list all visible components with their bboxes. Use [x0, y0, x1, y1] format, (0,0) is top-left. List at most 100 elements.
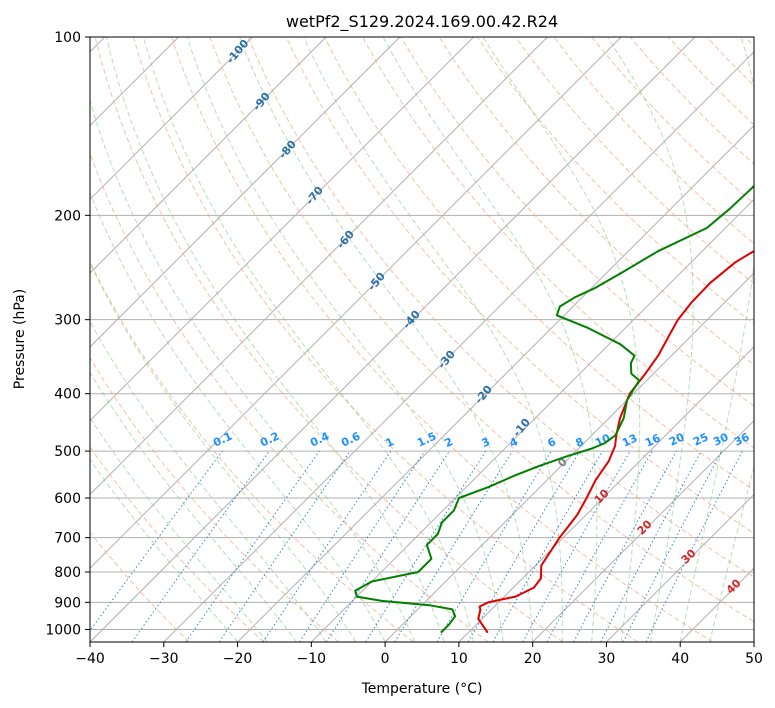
y-tick-label: 700 — [54, 531, 81, 547]
moist-adiabat — [90, 371, 297, 642]
mixing-ratio-line — [467, 450, 581, 642]
plot-frame — [89, 36, 755, 643]
mixing-ratio-label: 36 — [732, 430, 752, 448]
isotherm-gridline — [90, 37, 696, 642]
y-tick-label: 100 — [54, 30, 81, 46]
moist-adiabat — [186, 37, 504, 642]
dry-adiabat — [90, 356, 339, 642]
mixing-ratio-line — [90, 450, 223, 632]
moist-adiabat — [303, 37, 563, 642]
dry-adiabat — [323, 37, 754, 491]
y-axis-label: Pressure (hPa) — [12, 289, 28, 389]
dry-adiabat — [90, 531, 190, 642]
isotherm-gridline — [606, 493, 754, 642]
mixing-ratio-label: 0.2 — [258, 430, 281, 450]
isotherm-gridline — [90, 37, 475, 422]
x-tick-label: −30 — [149, 651, 179, 667]
dry-adiabat — [90, 260, 414, 642]
dry-adiabat — [438, 37, 754, 366]
dry-adiabat — [94, 37, 564, 642]
isotherm-gridline — [90, 37, 622, 569]
moist-adiabat — [90, 416, 268, 642]
dry-adiabat — [132, 37, 639, 642]
mixing-ratio-line — [262, 450, 392, 642]
moist-adiabat — [679, 37, 754, 642]
mixing-ratio-label: 20 — [667, 430, 687, 448]
isotherm-gridline — [679, 567, 754, 642]
x-axis-label: Temperature (°C) — [361, 681, 483, 697]
dewpoint-profile-line — [354, 184, 754, 633]
x-tick-label: 40 — [671, 651, 689, 667]
isotherm-gridline — [163, 51, 754, 642]
isotherm-gridline — [532, 419, 754, 642]
x-tick-label: 30 — [598, 651, 616, 667]
moist-adiabat — [90, 458, 238, 642]
dry-adiabat — [285, 37, 754, 535]
mixing-ratio-line — [546, 450, 653, 642]
mixing-ratio-label: 25 — [691, 430, 710, 448]
isotherm-gridline — [90, 37, 253, 201]
x-tick-label: −10 — [297, 651, 327, 667]
mixing-ratio-line — [522, 450, 631, 642]
dry-adiabat — [629, 37, 754, 165]
moist-adiabat — [607, 37, 694, 642]
mixing-ratio-line — [299, 450, 426, 642]
dry-adiabat — [706, 37, 754, 87]
x-tick-label: 0 — [381, 651, 390, 667]
isotherm-gridline — [458, 346, 754, 642]
y-tick-label: 600 — [54, 491, 81, 507]
moist-adiabat — [105, 37, 445, 642]
moist-adiabat-label: 40 — [724, 576, 744, 596]
dry-adiabat — [90, 446, 265, 642]
mixing-ratio-line — [185, 450, 320, 642]
moist-adiabat — [142, 37, 475, 642]
isotherm-gridline — [753, 641, 754, 642]
y-tick-label: 300 — [54, 313, 81, 329]
moist-adiabat — [482, 37, 641, 642]
isotherm-gridline — [90, 37, 401, 348]
moist-adiabat-label: 30 — [679, 546, 699, 566]
moist-adiabat — [239, 37, 534, 642]
x-tick-label: 20 — [524, 651, 542, 667]
moist-adiabat — [382, 37, 598, 642]
dry-adiabat-label: -20 — [472, 383, 495, 407]
y-tick-label: 500 — [54, 444, 81, 460]
moist-adiabat — [90, 191, 386, 642]
dry-adiabat — [744, 37, 754, 47]
moist-adiabat — [90, 99, 416, 642]
chart-title: wetPf2_S129.2024.169.00.42.R24 — [286, 12, 558, 32]
mixing-ratio-label: 16 — [643, 431, 663, 449]
mixing-ratio-label: 13 — [620, 431, 639, 449]
dry-adiabat — [90, 152, 489, 642]
dry-adiabat — [209, 37, 754, 623]
dry-adiabat — [171, 37, 713, 642]
mixing-ratio-line — [645, 450, 743, 642]
isotherm-gridline — [90, 37, 548, 496]
x-tick-label: 10 — [450, 651, 468, 667]
moist-adiabat — [90, 262, 357, 642]
y-tick-label: 200 — [54, 208, 81, 224]
y-tick-label: 800 — [54, 565, 81, 581]
mixing-ratio-line — [218, 450, 351, 642]
mixing-ratio-line — [573, 450, 677, 642]
moist-adiabat — [709, 465, 754, 642]
dry-adiabat — [591, 37, 754, 205]
mixing-ratio-line — [325, 450, 450, 642]
x-tick-label: −40 — [75, 651, 105, 667]
mixing-ratio-line — [131, 450, 270, 642]
moist-adiabat-label: 10 — [592, 486, 612, 506]
dry-adiabat — [553, 37, 754, 245]
mixing-ratio-line — [600, 450, 702, 642]
y-tick-label: 400 — [54, 387, 81, 403]
x-tick-label: −20 — [223, 651, 253, 667]
isotherm-gridline — [237, 124, 754, 642]
mixing-ratio-label: 1 — [384, 435, 396, 450]
isotherm-gridline — [384, 272, 754, 642]
temperature-profile-line — [477, 249, 754, 633]
y-tick-label: 900 — [54, 595, 81, 611]
mixing-ratio-label: 0.1 — [211, 430, 234, 450]
dry-adiabat — [515, 37, 754, 285]
moist-adiabat — [90, 320, 327, 642]
mixing-ratio-label: 6 — [546, 435, 559, 450]
